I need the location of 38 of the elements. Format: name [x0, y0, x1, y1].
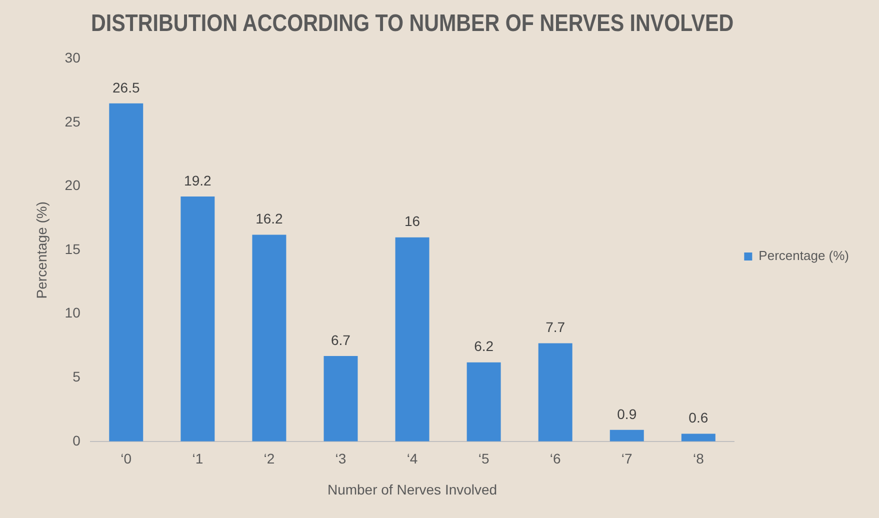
y-tick-label: 15 — [64, 240, 81, 257]
chart-title: DISTRIBUTION ACCORDING TO NUMBER OF NERVES INVOLVED — [90, 10, 734, 36]
x-tick-label: ‘4 — [406, 450, 418, 467]
data-label: 16.2 — [256, 210, 284, 227]
bar — [466, 362, 501, 442]
bar — [180, 196, 215, 442]
data-label: 19.2 — [184, 172, 212, 188]
bar — [395, 237, 430, 442]
y-axis-title: Percentage (%) — [33, 201, 50, 299]
data-label: 6.2 — [474, 338, 494, 354]
bar — [681, 434, 716, 442]
x-axis-title: Number of Nerves Involved — [327, 481, 498, 498]
bar — [252, 234, 286, 442]
x-tick-label: ‘2 — [264, 450, 275, 467]
x-tick-label: ‘0 — [120, 450, 132, 467]
y-tick-label: 0 — [72, 432, 81, 448]
data-label: 0.9 — [617, 406, 637, 422]
data-label: 16 — [404, 213, 420, 230]
x-tick-label: ‘3 — [335, 450, 346, 467]
x-tick-label: ‘1 — [192, 450, 204, 467]
y-tick-label: 20 — [64, 177, 81, 194]
data-label: 6.7 — [331, 332, 351, 348]
legend-label: Percentage (%) — [758, 248, 850, 264]
y-tick-label: 10 — [64, 304, 81, 321]
y-tick-label: 30 — [64, 50, 81, 66]
x-tick-label: ‘7 — [621, 450, 633, 467]
x-tick-label: ‘8 — [692, 450, 704, 467]
data-label: 26.5 — [112, 79, 140, 96]
y-tick-label: 5 — [72, 368, 81, 384]
bar — [538, 343, 572, 442]
bar — [324, 356, 358, 442]
x-tick-label: ‘6 — [550, 450, 561, 467]
data-label: 7.7 — [546, 319, 566, 336]
bar — [109, 103, 144, 442]
bar — [610, 430, 644, 442]
y-tick-label: 25 — [64, 113, 81, 130]
data-label: 0.6 — [688, 410, 708, 426]
x-tick-label: ‘5 — [478, 450, 490, 467]
